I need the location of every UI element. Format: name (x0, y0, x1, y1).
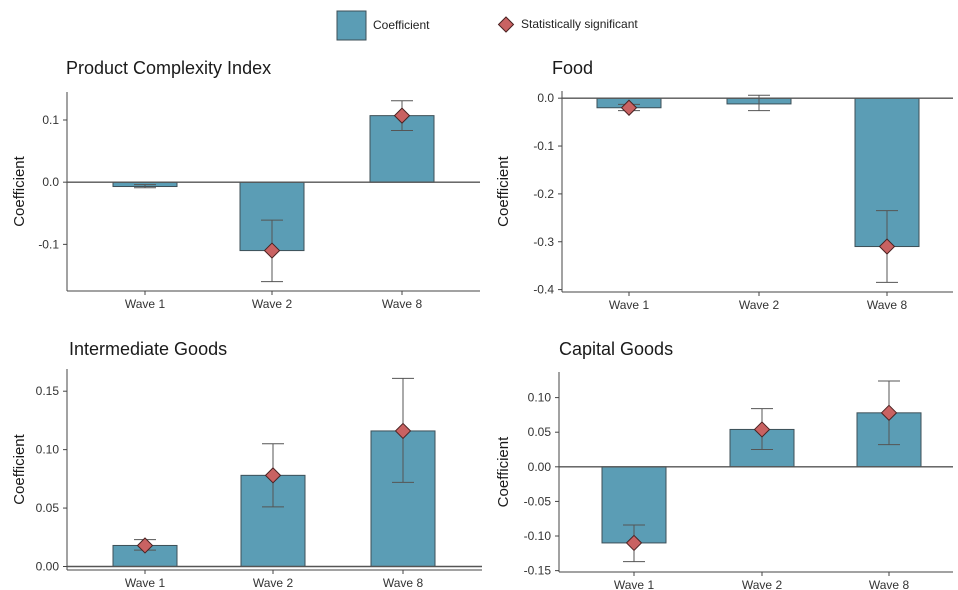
chart-title: Food (552, 58, 593, 78)
chart-title: Intermediate Goods (69, 339, 227, 359)
y-tick-label: 0.00 (528, 460, 552, 474)
significance-marker (878, 238, 896, 255)
x-tick-label: Wave 8 (382, 297, 423, 311)
bar (601, 466, 667, 544)
x-tick-label: Wave 8 (869, 578, 910, 590)
y-tick-label: 0.05 (36, 501, 60, 515)
y-tick-label: -0.15 (524, 564, 552, 578)
x-tick-label: Wave 2 (739, 298, 780, 312)
x-tick-label: Wave 2 (742, 578, 783, 590)
significance-marker (620, 99, 638, 116)
y-tick-label: 0.1 (42, 113, 59, 127)
y-axis-label: Coefficient (495, 436, 512, 507)
x-tick-label: Wave 2 (252, 297, 293, 311)
y-tick-label: 0.00 (36, 559, 60, 573)
y-tick-label: -0.3 (533, 235, 554, 249)
x-tick-label: Wave 1 (609, 298, 650, 312)
significance-marker (264, 467, 282, 484)
significance-marker (393, 107, 411, 124)
significance-marker (394, 422, 412, 440)
x-tick-label: Wave 1 (614, 578, 655, 590)
y-axis-label: Coefficient (11, 433, 28, 504)
significance-marker (753, 421, 771, 438)
y-tick-label: 0.05 (528, 425, 552, 439)
chart-title: Capital Goods (559, 339, 673, 359)
y-tick-label: 0.10 (36, 443, 60, 457)
panel-intermediate-goods: Intermediate Goods Coefficient 0.00 0.05 0.1… (11, 339, 482, 590)
legend: Coefficient Statistically significant (336, 10, 638, 41)
significance-marker (625, 534, 643, 552)
legend-swatch-significant (497, 16, 515, 33)
y-axis-label: Coefficient (11, 155, 28, 226)
legend-label-significant: Statistically significant (521, 17, 638, 31)
significance-marker (263, 242, 281, 259)
x-tick-label: Wave 1 (125, 297, 166, 311)
y-tick-label: 0.0 (537, 91, 554, 105)
x-tick-label: Wave 2 (253, 576, 294, 590)
y-tick-label: 0.0 (42, 175, 59, 189)
chart-title: Product Complexity Index (66, 58, 271, 78)
y-tick-label: 0.15 (36, 384, 60, 398)
x-tick-label: Wave 8 (867, 298, 908, 312)
y-tick-label: -0.05 (524, 494, 552, 508)
y-tick-label: 0.10 (528, 391, 552, 405)
legend-label-coefficient: Coefficient (373, 18, 430, 32)
panel-food: Food Coefficient 0.0 -0.1 -0.2 -0.3 -0.4 Wave 1… (495, 58, 953, 312)
x-tick-label: Wave 8 (383, 576, 424, 590)
y-axis-label: Coefficient (495, 155, 512, 226)
y-tick-label: -0.10 (524, 529, 552, 543)
panel-capital-goods: Capital Goods Coefficient 0.10 0.05 0.00 -0.0… (495, 339, 953, 590)
x-tick-label: Wave 1 (125, 576, 166, 590)
significance-marker (136, 537, 154, 554)
significance-marker (880, 404, 898, 422)
y-tick-label: -0.1 (533, 139, 554, 153)
panel-product-complexity-index: Product Complexity Index Coefficient 0.1 0.… (11, 58, 480, 311)
y-tick-label: -0.1 (38, 237, 59, 251)
y-tick-label: -0.2 (533, 187, 554, 201)
y-tick-label: -0.4 (533, 283, 554, 297)
legend-swatch-coefficient (336, 10, 367, 41)
